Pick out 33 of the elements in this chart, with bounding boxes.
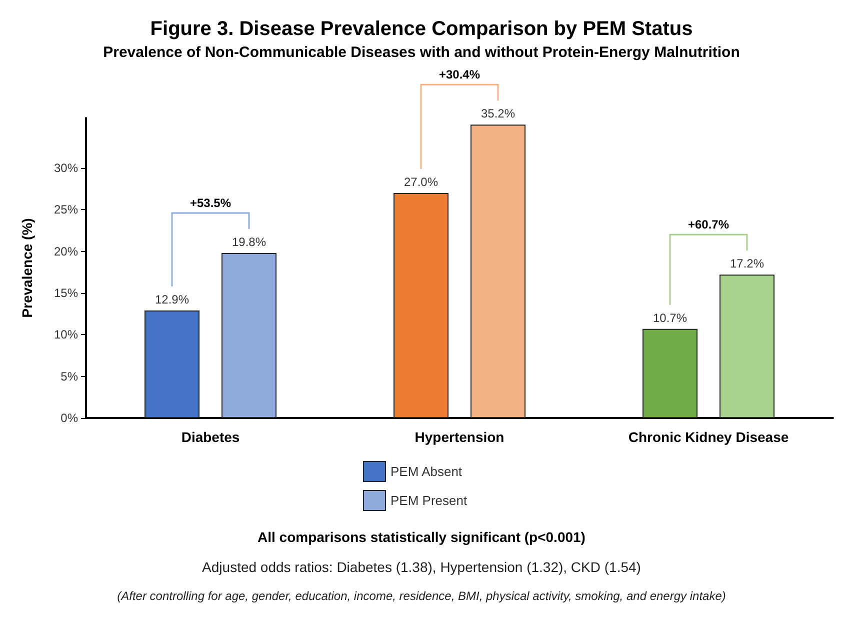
x-tick-label: Hypertension bbox=[414, 429, 504, 445]
annotation: +53.5% bbox=[190, 196, 232, 210]
annotation: +60.7% bbox=[688, 218, 730, 232]
y-tick-label: 10% bbox=[54, 328, 78, 342]
data-label: 17.2% bbox=[730, 256, 764, 271]
bar bbox=[642, 328, 698, 418]
y-tick-label: 25% bbox=[54, 202, 78, 217]
bar bbox=[222, 253, 276, 418]
legend-label: PEM Absent bbox=[390, 464, 462, 479]
bar bbox=[720, 274, 774, 418]
data-label: 12.9% bbox=[154, 292, 190, 306]
text: Adjusted odds ratios: Diabetes (1.38), Hypertension (1.32), CKD (1.54) bbox=[202, 559, 641, 575]
bar bbox=[470, 124, 526, 418]
y-tick-label: 0% bbox=[60, 411, 78, 425]
data-label: 10.7% bbox=[652, 310, 688, 325]
text: +30.4% bbox=[438, 68, 480, 82]
y-tick-label: 5% bbox=[60, 369, 78, 384]
data-label: 19.8% bbox=[232, 235, 266, 249]
x-tick-label: Chronic Kidney Disease bbox=[628, 429, 789, 445]
y-tick-label: 20% bbox=[54, 244, 78, 258]
text: (After controlling for age, gender, education, income, residence, BMI, physical activity, smoking, and energy intake) bbox=[117, 589, 726, 603]
legend-label: PEM Present bbox=[390, 493, 468, 508]
y-tick-label: 15% bbox=[54, 286, 78, 300]
data-label: 35.2% bbox=[480, 106, 516, 121]
x-tick-label: Diabetes bbox=[181, 429, 240, 445]
data-label: 27.0% bbox=[404, 175, 438, 189]
text: All comparisons statistically significant (p<0.001) bbox=[258, 529, 586, 545]
bar bbox=[394, 193, 448, 418]
chart-subtitle: Prevalence of Non-Communicable Diseases with and without Protein-Energy Malnutrition bbox=[103, 44, 740, 61]
y-axis-title: Prevalence (%) bbox=[19, 218, 35, 318]
y-tick-label: 30% bbox=[54, 161, 78, 175]
chart-title: Figure 3. Disease Prevalence Comparison by PEM Status bbox=[150, 18, 693, 40]
bar bbox=[144, 310, 200, 418]
